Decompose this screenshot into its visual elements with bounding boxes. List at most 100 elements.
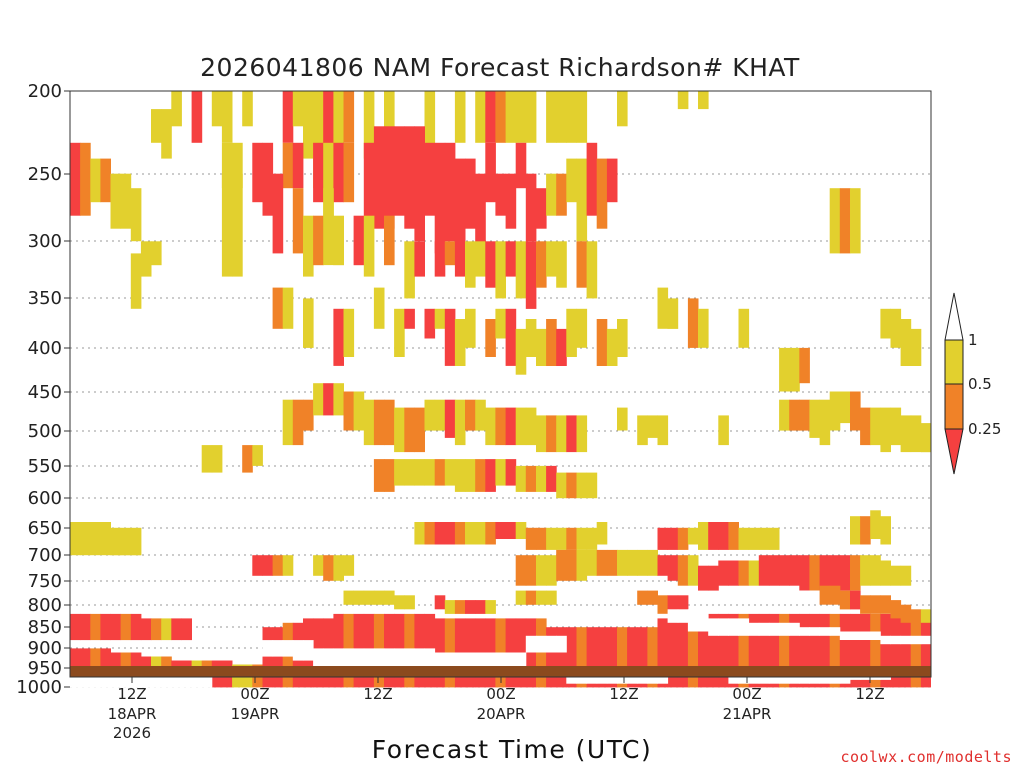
ri-cell	[860, 595, 871, 614]
ri-cell	[758, 527, 770, 550]
legend-bottom-arrow	[944, 428, 964, 475]
legend-bin-orange	[944, 383, 964, 430]
ri-cell	[870, 407, 881, 446]
ri-cell	[181, 618, 192, 641]
ri-cell	[829, 613, 841, 688]
ri-cell	[424, 459, 436, 486]
ri-cell	[323, 188, 334, 266]
ri-cell	[515, 590, 527, 605]
ri-cell	[556, 472, 567, 499]
ri-cell	[809, 399, 820, 438]
ri-cell	[70, 613, 81, 641]
ri-gap	[333, 648, 344, 673]
ri-cell	[404, 308, 415, 329]
ri-cell	[556, 527, 567, 550]
ri-cell	[475, 173, 486, 254]
ri-cell	[667, 618, 679, 688]
ri-cell	[343, 142, 355, 203]
ri-gap	[505, 652, 517, 669]
ri-cell	[900, 319, 912, 366]
ri-gap	[687, 609, 699, 632]
ri-cell	[130, 188, 142, 242]
y-tick-label: 900	[28, 638, 62, 659]
ri-cell	[850, 590, 861, 610]
ri-cell	[647, 415, 658, 438]
ri-cell	[333, 91, 344, 174]
ri-cell	[373, 126, 385, 229]
ri-cell	[495, 308, 506, 339]
ri-cell	[556, 627, 567, 688]
ri-cell	[576, 627, 588, 688]
x-tick-label: 12Z	[855, 685, 884, 703]
ri-cell	[789, 399, 800, 431]
ri-gap	[789, 622, 800, 636]
ri-gap	[829, 627, 841, 636]
ri-cell	[161, 618, 172, 641]
ri-cell	[596, 522, 608, 545]
ri-cell	[444, 600, 456, 614]
ri-cell	[465, 459, 476, 492]
ri-gap	[343, 648, 355, 673]
ri-cell	[880, 560, 891, 586]
ri-cell	[606, 549, 618, 576]
ri-cell	[70, 522, 81, 556]
ri-cell	[850, 516, 861, 545]
ri-cell	[485, 241, 496, 288]
ri-cell	[394, 126, 405, 216]
ri-cell	[718, 613, 729, 688]
ri-gap	[586, 672, 598, 684]
ri-cell	[900, 613, 912, 688]
ri-cell	[444, 241, 456, 266]
ground-bar	[70, 666, 931, 677]
ri-cell	[860, 407, 871, 446]
ri-gap	[424, 648, 436, 669]
ri-cell	[860, 516, 871, 545]
y-tick-label: 850	[28, 617, 62, 638]
ri-cell	[515, 91, 527, 143]
ri-gap	[677, 609, 689, 623]
ri-cell	[556, 173, 567, 216]
ri-cell	[151, 241, 162, 266]
ri-cell	[920, 613, 931, 688]
ri-cell	[100, 522, 111, 556]
ri-cell	[789, 347, 800, 392]
ri-cell	[536, 188, 547, 229]
ri-gap	[181, 676, 192, 688]
ri-cell	[728, 522, 739, 550]
ri-gap	[171, 676, 182, 688]
ri-cell	[850, 555, 861, 591]
ri-cell	[799, 347, 810, 384]
ri-gap	[596, 672, 608, 684]
ri-cell	[525, 618, 537, 688]
ri-cell	[738, 527, 750, 550]
legend-label: 0.5	[968, 375, 992, 393]
ri-cell	[525, 465, 537, 492]
ri-cell	[262, 627, 274, 688]
ri-cell	[718, 560, 729, 586]
ri-cell	[353, 215, 365, 266]
y-tick-label: 250	[28, 164, 62, 185]
ri-cell	[667, 298, 679, 329]
ri-cell	[525, 590, 537, 605]
ri-gap	[779, 622, 790, 636]
ri-gap	[799, 627, 810, 636]
legend-bin-yellow	[944, 339, 964, 385]
ri-cell	[829, 585, 841, 605]
ri-gap	[272, 640, 284, 657]
ri-cell	[779, 613, 790, 688]
ri-gap	[829, 672, 841, 684]
ri-cell	[232, 142, 243, 189]
ri-cell	[576, 549, 588, 581]
credit-link[interactable]: coolwx.com/modelts	[840, 748, 1012, 766]
ri-cell	[475, 600, 486, 614]
ri-cell	[566, 308, 577, 357]
ri-cell	[454, 459, 466, 492]
ri-cell	[738, 308, 750, 348]
ri-cell	[505, 241, 517, 277]
ri-cell	[687, 618, 699, 688]
ri-cell	[525, 173, 537, 242]
ri-gap	[890, 635, 902, 645]
x-tick-label: 12Z	[609, 685, 638, 703]
ri-cell	[677, 618, 689, 688]
ri-cell	[627, 627, 638, 688]
